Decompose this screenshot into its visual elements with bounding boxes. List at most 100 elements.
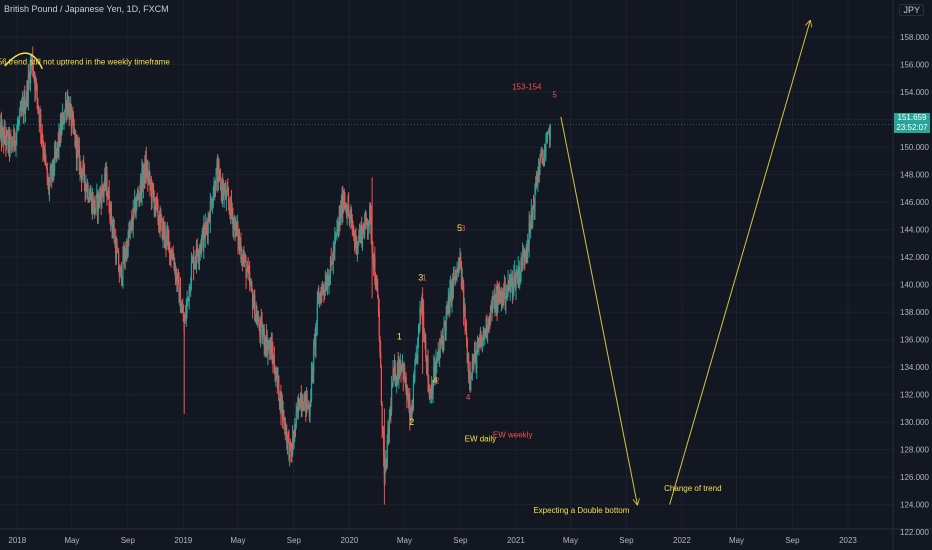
candle-body — [543, 160, 545, 166]
candle-body — [176, 272, 178, 285]
candle-body — [344, 201, 346, 204]
candle-body — [227, 194, 230, 204]
currency-selector-button[interactable]: JPY — [899, 4, 924, 16]
candle-body — [469, 371, 471, 381]
candle-body — [368, 221, 370, 226]
candle-body — [514, 272, 516, 277]
candle-body — [172, 254, 174, 260]
candle-body — [152, 190, 155, 198]
candle-body — [449, 286, 452, 291]
candle-body — [67, 103, 70, 113]
candle-body — [285, 431, 287, 435]
candle-body — [394, 365, 396, 384]
candle-body — [276, 371, 278, 382]
candle-body — [540, 153, 542, 158]
candle-body — [482, 331, 484, 338]
candle-body — [415, 355, 417, 358]
candle-body — [112, 228, 115, 230]
candle-body — [23, 97, 25, 116]
candle-body — [471, 375, 473, 379]
candle-body — [242, 256, 244, 262]
candle-body — [290, 444, 292, 452]
candle-body — [57, 142, 59, 150]
candle-body — [278, 400, 281, 405]
candle-body — [493, 294, 495, 299]
candle-body — [417, 325, 420, 338]
x-tick-label: 2019 — [174, 536, 192, 545]
candle-body — [424, 340, 426, 343]
candle-body — [79, 161, 81, 171]
candle-body — [225, 187, 227, 200]
candle-body — [65, 103, 67, 114]
candle-body — [387, 427, 389, 440]
candle-body — [540, 150, 543, 154]
wave-label-daily: 5 — [457, 223, 462, 233]
candle-body — [294, 424, 296, 440]
candle-body — [377, 298, 380, 311]
y-tick-label: 138.000 — [900, 308, 929, 317]
candle-body — [156, 202, 158, 204]
candle-body — [166, 235, 168, 246]
candle-body — [438, 355, 440, 357]
candle-body — [119, 270, 121, 276]
candle-body — [304, 391, 306, 398]
candle-body — [447, 297, 449, 309]
candle-body — [519, 271, 522, 273]
candle-body — [353, 233, 355, 235]
candle-body — [447, 306, 449, 309]
candle-body — [249, 272, 251, 285]
candle-body — [305, 395, 308, 411]
candle-body — [37, 106, 40, 112]
candle-body — [364, 214, 366, 225]
candle-body — [251, 291, 254, 309]
wave-label-weekly: 1 — [422, 274, 427, 283]
candle-body — [117, 252, 119, 254]
candle-body — [11, 137, 13, 145]
candle-body — [115, 245, 118, 259]
candle-body — [198, 257, 200, 259]
candle-body — [40, 132, 43, 137]
candle-body — [51, 168, 53, 177]
candle-body — [444, 322, 446, 325]
candle-body — [499, 292, 501, 298]
x-tick-label: Sep — [453, 536, 468, 545]
candle-body — [478, 342, 480, 347]
candle-body — [365, 214, 367, 220]
candle-body — [534, 183, 536, 210]
candle-body — [39, 114, 41, 123]
candle-body — [350, 215, 353, 220]
candle-body — [36, 85, 38, 99]
candle-body — [191, 259, 193, 263]
candle-body — [439, 340, 441, 350]
candle-body — [8, 132, 11, 151]
candle-body — [382, 434, 385, 456]
candle-body — [505, 298, 507, 303]
y-tick-label: 126.000 — [900, 473, 929, 482]
candle-body — [339, 214, 341, 223]
candle-body — [42, 141, 44, 150]
y-tick-label: 154.000 — [900, 88, 929, 97]
candle-body — [358, 234, 361, 239]
candle-body — [35, 81, 37, 91]
candle-body — [177, 275, 179, 279]
x-tick-label: May — [729, 536, 744, 545]
candle-body — [375, 279, 377, 289]
candle-body — [92, 198, 94, 212]
candle-body — [220, 184, 222, 190]
candle-body — [231, 211, 233, 216]
candle-body — [366, 219, 368, 224]
candle-body — [425, 357, 428, 369]
candle-body — [542, 158, 544, 161]
candle-body — [5, 139, 7, 146]
candle-body — [327, 279, 329, 286]
candle-body — [181, 309, 183, 312]
candle-body — [182, 311, 185, 322]
candle-body — [546, 141, 548, 143]
candle-body — [409, 409, 412, 421]
candle-body — [96, 193, 99, 213]
candle-body — [86, 185, 88, 192]
wave-label-weekly: 153-154 — [512, 82, 542, 91]
candle-body — [245, 259, 247, 278]
candle-body — [544, 151, 546, 155]
